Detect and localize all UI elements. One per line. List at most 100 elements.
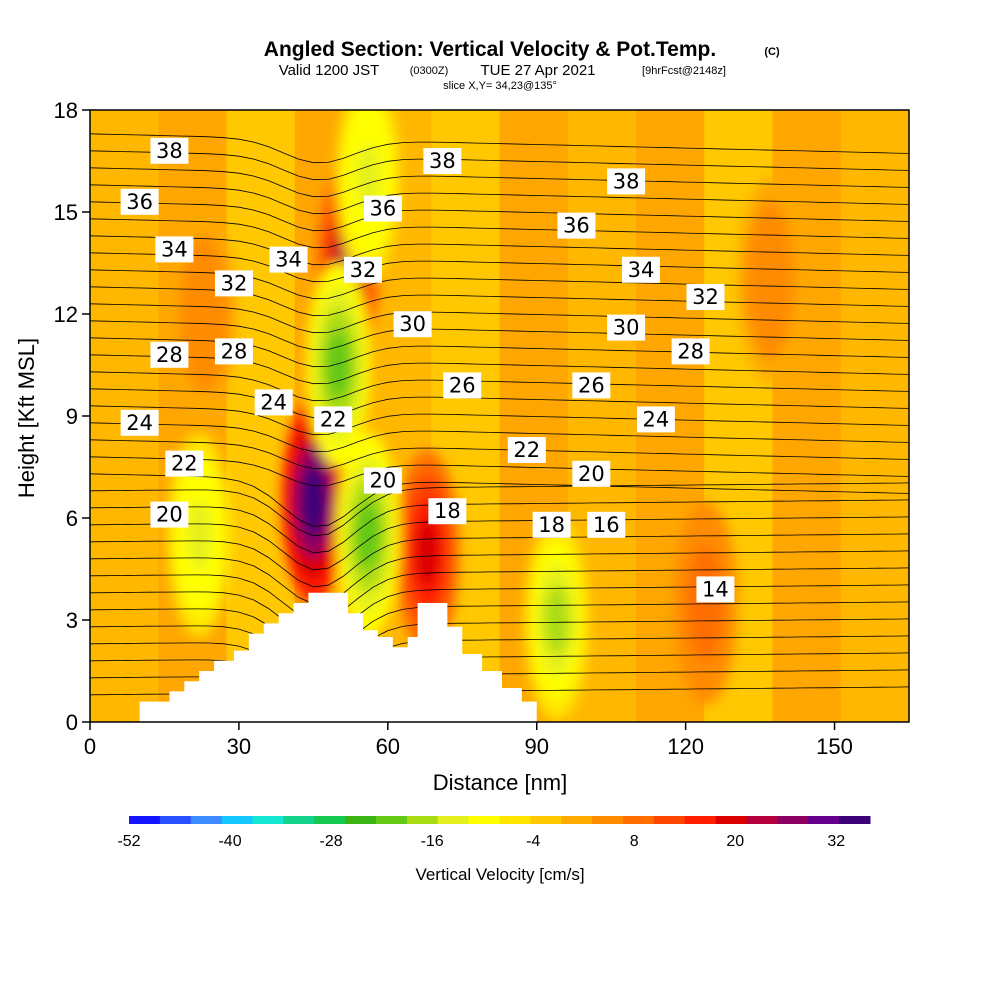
- colorbar-swatch: [592, 816, 624, 824]
- contour-label-box: [155, 236, 194, 263]
- contour-label-box: [696, 576, 735, 603]
- isentrope-line: [90, 618, 909, 673]
- contour-label: 28: [671, 338, 710, 365]
- colorbar-swatch: [129, 816, 161, 824]
- contour-label: 38: [607, 168, 646, 195]
- contour-label-text: 28: [677, 339, 704, 363]
- isentrope-line: [90, 499, 909, 554]
- y-tick-label: 12: [54, 302, 78, 327]
- colorbar-swatch: [252, 816, 284, 824]
- velocity-feature-ring: [325, 330, 351, 400]
- x-tick-label: 60: [376, 734, 400, 759]
- slice-info: slice X,Y= 34,23@135°: [443, 80, 557, 92]
- contour-label: 28: [214, 338, 253, 365]
- contour-label-text: 32: [221, 271, 248, 295]
- contour-label-box: [314, 406, 353, 433]
- contour-label: 26: [572, 372, 611, 399]
- colorbar-swatch: [406, 816, 439, 824]
- velocity-feature: [738, 178, 803, 382]
- isentrope-line: [90, 371, 909, 402]
- contour-label-box: [423, 148, 462, 174]
- colorbar-tick-label: 32: [827, 833, 845, 850]
- contour-label-text: 38: [429, 149, 456, 173]
- colorbar-tick-label: -4: [526, 833, 540, 850]
- contour-label-box: [120, 188, 159, 215]
- contour-label-box: [214, 270, 253, 297]
- colorbar-swatch: [159, 816, 192, 824]
- contour-label-text: 24: [126, 411, 153, 435]
- y-axis: 0 3 6 9 12 15 18: [54, 98, 90, 735]
- colorbar-swatch: [221, 816, 253, 824]
- velocity-feature-ring: [186, 500, 212, 570]
- colorbar-swatch: [839, 816, 871, 824]
- isentrope-line: [90, 473, 909, 527]
- x-tick-label: 150: [816, 734, 853, 759]
- contour-label-text: 24: [642, 407, 669, 431]
- contour-label-box: [150, 501, 189, 528]
- contour-label: 18: [532, 511, 571, 538]
- isentrope-line: [90, 405, 909, 436]
- contour-label-text: 34: [628, 258, 655, 282]
- contour-label-box: [344, 256, 382, 283]
- contour-label-box: [443, 372, 482, 399]
- contour-label-box: [363, 467, 402, 494]
- contour-label-box: [587, 511, 626, 538]
- contour-label-text: 20: [369, 469, 396, 493]
- colorbar-swatch: [190, 816, 223, 824]
- colorbar-swatch: [530, 816, 562, 824]
- velocity-feature-ring: [355, 500, 381, 570]
- y-axis-label: Height [Kft MSL]: [14, 338, 39, 498]
- contour-label-box: [428, 498, 467, 525]
- contour-label: 36: [120, 188, 159, 215]
- contour-label-box: [150, 341, 189, 368]
- colorbar-swatch: [468, 816, 500, 824]
- colorbar-label: Vertical Velocity [cm/s]: [415, 865, 584, 884]
- x-tick-label: 30: [227, 734, 251, 759]
- isentrope-line: [90, 439, 909, 470]
- colorbar-swatch: [345, 816, 377, 824]
- isentrope-line: [90, 133, 909, 164]
- contour-label-box: [165, 450, 204, 477]
- y-tick-label: 3: [66, 608, 78, 633]
- isentrope-line: [90, 422, 909, 453]
- contour-label: 20: [363, 467, 402, 494]
- isentrope-line: [90, 320, 909, 351]
- contour-label: 34: [155, 236, 194, 263]
- contour-label: 34: [621, 256, 660, 283]
- valid-date: TUE 27 Apr 2021: [480, 62, 595, 79]
- colorbar-swatch: [314, 816, 346, 824]
- contour-label-box: [572, 372, 611, 399]
- isentrope-line: [90, 456, 909, 487]
- contour-label-text: 22: [513, 438, 540, 462]
- velocity-feature: [524, 518, 589, 722]
- contour-label-box: [621, 256, 660, 283]
- contour-label-box: [150, 137, 189, 164]
- x-tick-label: 0: [84, 734, 96, 759]
- contour-label: 36: [363, 195, 402, 222]
- contour-label-text: 22: [171, 452, 198, 476]
- colorbar-swatch: [715, 816, 747, 824]
- contour-label: 32: [214, 270, 253, 297]
- contour-label: 32: [686, 284, 725, 310]
- contour-label: 30: [393, 311, 432, 338]
- isentrope-line: [90, 252, 909, 283]
- contour-label: 30: [607, 314, 646, 341]
- colorbar-swatch: [499, 816, 531, 824]
- contour-label: 38: [423, 148, 462, 174]
- forecast-info: [9hrFcst@2148z]: [642, 65, 726, 77]
- contour-label-box: [120, 409, 159, 436]
- contour-label-box: [393, 311, 432, 338]
- colorbar-tick-label: 8: [630, 833, 639, 850]
- y-tick-label: 18: [54, 98, 78, 123]
- contour-label: 24: [120, 409, 159, 436]
- colorbar-tick-label: -28: [320, 833, 343, 850]
- contour-label-box: [507, 437, 546, 463]
- colorbar-swatch: [561, 816, 593, 824]
- terrain: [139, 592, 537, 722]
- colorbar-swatch: [777, 816, 809, 824]
- velocity-feature-ring: [191, 279, 217, 349]
- contour-label-text: 28: [156, 343, 183, 367]
- colorbar: [129, 816, 871, 824]
- contour-label: 34: [269, 246, 308, 273]
- contour-label-text: 34: [161, 237, 188, 261]
